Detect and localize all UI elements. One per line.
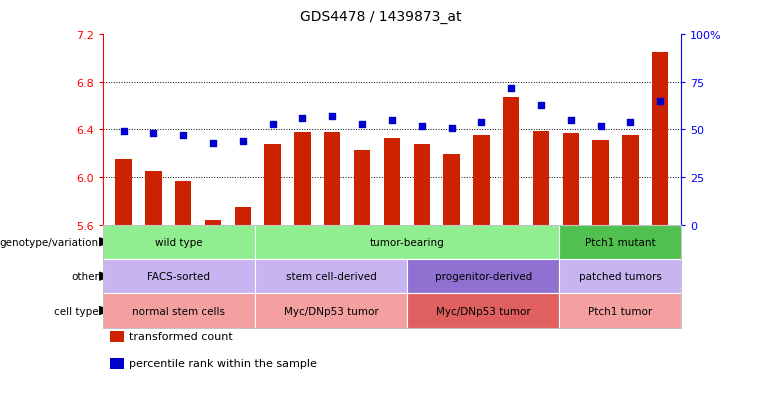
Text: percentile rank within the sample: percentile rank within the sample [129,358,317,368]
Polygon shape [99,307,113,315]
Text: transformed count: transformed count [129,331,233,341]
Bar [205,220,221,225]
Bar [324,133,340,225]
Text: wild type: wild type [155,237,202,247]
Bar [265,144,281,225]
Point [117,129,129,135]
Text: GDS4478 / 1439873_at: GDS4478 / 1439873_at [300,10,461,24]
Text: Ptch1 mutant: Ptch1 mutant [585,237,655,247]
Point [207,140,219,147]
Text: progenitor-derived: progenitor-derived [435,271,532,282]
Bar [175,181,192,225]
Bar [116,160,132,225]
Bar [444,155,460,225]
Text: patched tumors: patched tumors [579,271,661,282]
Text: Myc/DNp53 tumor: Myc/DNp53 tumor [436,306,530,316]
Bar [652,53,668,225]
Point [505,85,517,92]
Point [148,131,160,137]
Text: cell type: cell type [54,306,99,316]
Point [177,133,189,139]
Point [416,123,428,130]
Polygon shape [99,238,113,246]
Point [326,114,339,120]
Point [266,121,279,128]
Point [296,115,308,122]
Text: other: other [71,271,99,282]
Bar [295,133,310,225]
Point [386,117,398,124]
Bar [145,172,161,225]
Bar [384,138,400,225]
Bar [533,131,549,225]
Text: Ptch1 tumor: Ptch1 tumor [588,306,652,316]
Bar [592,141,609,225]
Point [237,138,249,145]
Bar [562,134,579,225]
Text: Myc/DNp53 tumor: Myc/DNp53 tumor [284,306,378,316]
Text: genotype/variation: genotype/variation [0,237,99,247]
Point [624,119,636,126]
Text: normal stem cells: normal stem cells [132,306,225,316]
Bar [354,150,371,225]
Point [445,125,457,131]
Point [356,121,368,128]
Point [565,117,577,124]
Bar [234,207,251,225]
Bar [503,98,519,225]
Text: tumor-bearing: tumor-bearing [370,237,444,247]
Point [654,98,667,105]
Bar [473,136,489,225]
Polygon shape [99,273,113,280]
Text: stem cell-derived: stem cell-derived [285,271,377,282]
Point [535,102,547,109]
Bar [413,144,430,225]
Text: FACS-sorted: FACS-sorted [148,271,210,282]
Point [476,119,488,126]
Bar [622,136,638,225]
Point [594,123,607,130]
